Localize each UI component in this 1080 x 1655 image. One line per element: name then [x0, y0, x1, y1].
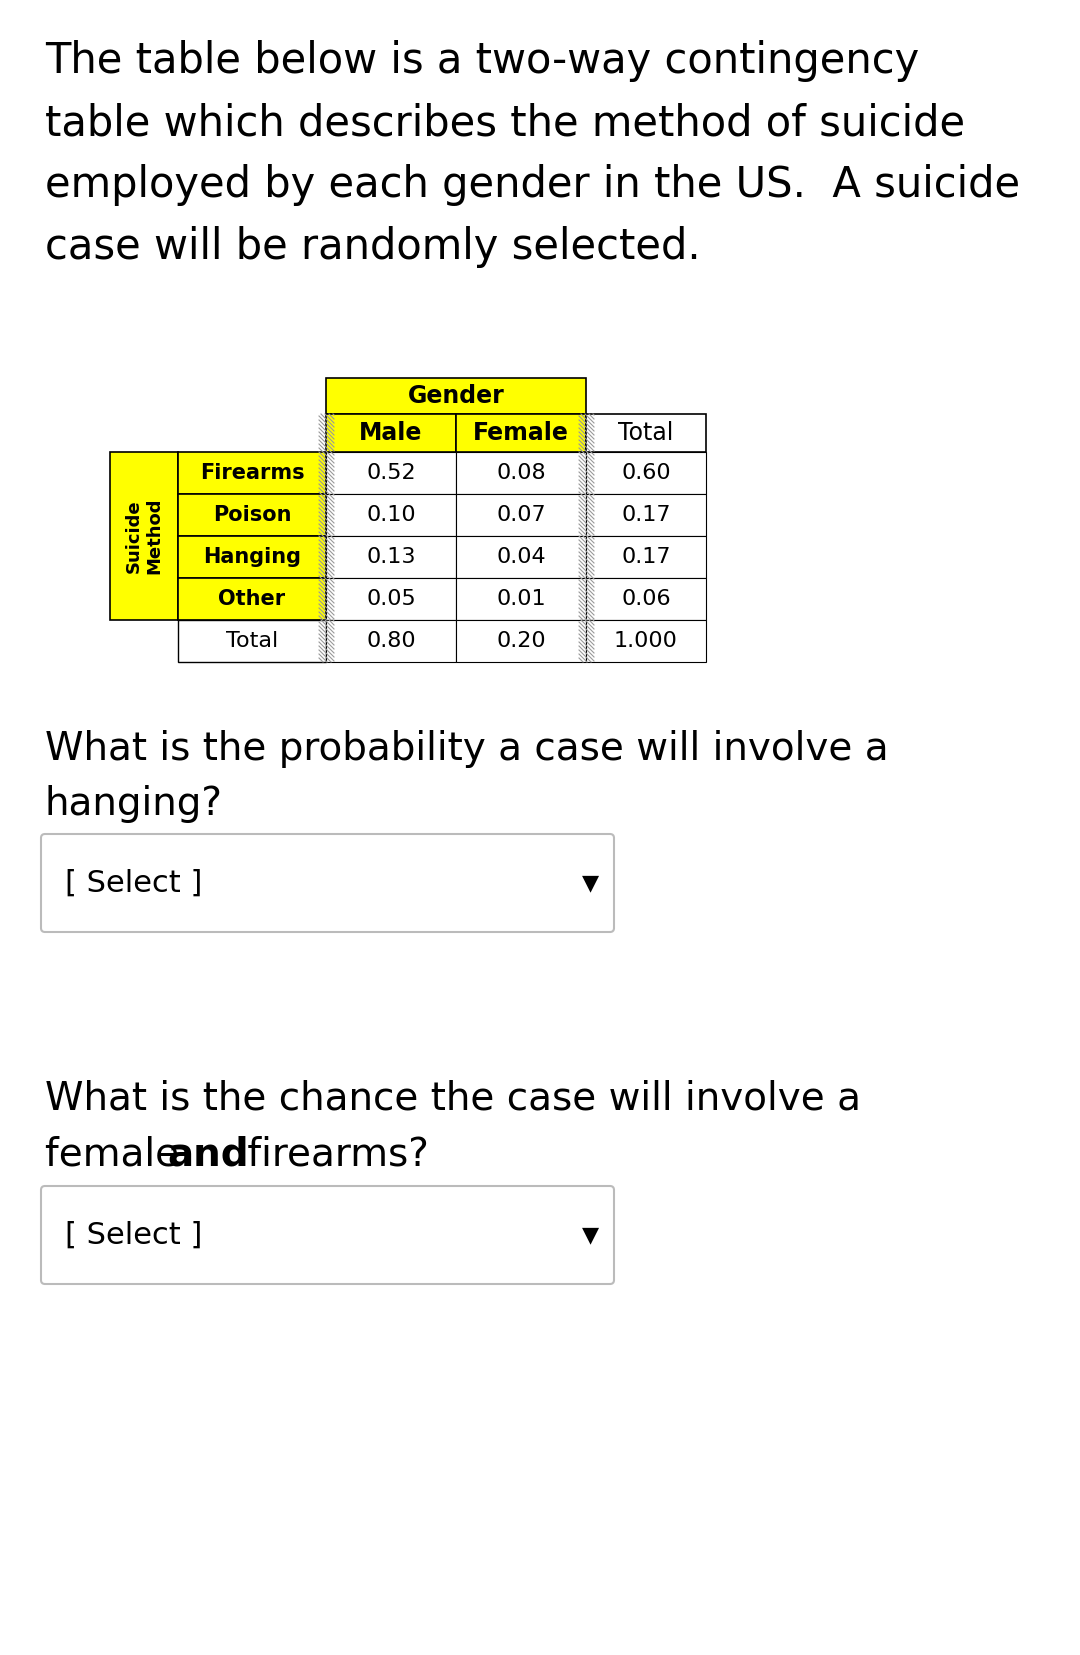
Bar — [178, 578, 326, 621]
Text: 0.04: 0.04 — [496, 548, 545, 568]
Text: [ Select ]: [ Select ] — [65, 1220, 202, 1250]
Bar — [456, 414, 586, 452]
Text: 0.60: 0.60 — [621, 463, 671, 483]
Text: Poison: Poison — [213, 505, 292, 525]
Text: Hanging: Hanging — [203, 548, 301, 568]
Text: 0.80: 0.80 — [366, 631, 416, 650]
Bar — [178, 621, 326, 662]
Bar — [586, 493, 706, 536]
Text: Firearms: Firearms — [200, 463, 305, 483]
Bar — [456, 493, 586, 536]
Bar — [326, 377, 586, 414]
Bar — [326, 493, 456, 536]
Text: and: and — [167, 1135, 248, 1173]
FancyBboxPatch shape — [41, 1187, 615, 1284]
Text: [ Select ]: [ Select ] — [65, 869, 202, 897]
Text: What is the probability a case will involve a: What is the probability a case will invo… — [45, 730, 889, 768]
Bar — [586, 452, 706, 493]
Bar — [326, 536, 456, 578]
Text: Male: Male — [360, 420, 422, 445]
Bar — [178, 536, 326, 578]
Bar — [456, 621, 586, 662]
Text: 0.20: 0.20 — [496, 631, 545, 650]
Text: ▼: ▼ — [581, 1225, 598, 1245]
Text: 0.07: 0.07 — [496, 505, 545, 525]
Bar — [456, 536, 586, 578]
Bar — [178, 452, 326, 493]
Text: 0.01: 0.01 — [496, 589, 545, 609]
Bar — [326, 621, 456, 662]
FancyBboxPatch shape — [41, 834, 615, 932]
Text: What is the chance the case will involve a: What is the chance the case will involve… — [45, 1081, 861, 1119]
Bar — [586, 414, 706, 452]
Text: firearms?: firearms? — [235, 1135, 429, 1173]
Text: employed by each gender in the US.  A suicide: employed by each gender in the US. A sui… — [45, 164, 1021, 205]
Text: case will be randomly selected.: case will be randomly selected. — [45, 227, 701, 268]
Bar — [456, 452, 586, 493]
Text: Total: Total — [226, 631, 279, 650]
Bar — [178, 493, 326, 536]
Bar — [326, 414, 456, 452]
Bar — [326, 578, 456, 621]
Text: 0.13: 0.13 — [366, 548, 416, 568]
Text: 0.08: 0.08 — [496, 463, 545, 483]
Text: 1.000: 1.000 — [615, 631, 678, 650]
Text: 0.05: 0.05 — [366, 589, 416, 609]
Text: 0.52: 0.52 — [366, 463, 416, 483]
Text: Other: Other — [218, 589, 285, 609]
Text: Female: Female — [473, 420, 569, 445]
Text: 0.06: 0.06 — [621, 589, 671, 609]
Text: ▼: ▼ — [581, 872, 598, 894]
Text: Gender: Gender — [407, 384, 504, 409]
Bar — [326, 452, 456, 493]
Bar — [586, 621, 706, 662]
Text: The table below is a two-way contingency: The table below is a two-way contingency — [45, 40, 919, 83]
Bar — [586, 536, 706, 578]
Text: 0.17: 0.17 — [621, 505, 671, 525]
Text: female: female — [45, 1135, 191, 1173]
Text: 0.17: 0.17 — [621, 548, 671, 568]
Bar — [586, 578, 706, 621]
Text: hanging?: hanging? — [45, 784, 222, 823]
Text: 0.10: 0.10 — [366, 505, 416, 525]
Bar — [110, 452, 178, 621]
Text: table which describes the method of suicide: table which describes the method of suic… — [45, 103, 966, 144]
Text: Suicide
Method: Suicide Method — [124, 498, 163, 574]
Bar — [456, 578, 586, 621]
Text: Total: Total — [619, 420, 674, 445]
